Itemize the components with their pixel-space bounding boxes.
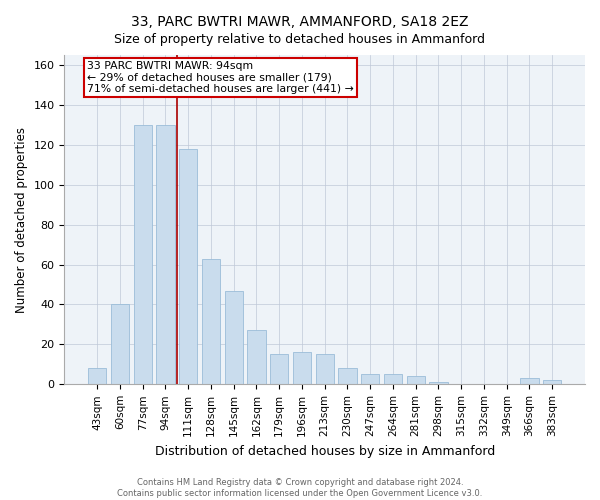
X-axis label: Distribution of detached houses by size in Ammanford: Distribution of detached houses by size … — [155, 444, 495, 458]
Bar — [270, 354, 288, 384]
Bar — [338, 368, 356, 384]
Bar — [430, 382, 448, 384]
Bar — [179, 149, 197, 384]
Bar — [407, 376, 425, 384]
Bar — [202, 258, 220, 384]
Bar — [134, 125, 152, 384]
Bar — [111, 304, 129, 384]
Bar — [247, 330, 266, 384]
Bar — [384, 374, 402, 384]
Bar — [88, 368, 106, 384]
Y-axis label: Number of detached properties: Number of detached properties — [15, 126, 28, 312]
Bar — [224, 290, 243, 384]
Text: 33 PARC BWTRI MAWR: 94sqm
← 29% of detached houses are smaller (179)
71% of semi: 33 PARC BWTRI MAWR: 94sqm ← 29% of detac… — [87, 61, 353, 94]
Text: Contains HM Land Registry data © Crown copyright and database right 2024.
Contai: Contains HM Land Registry data © Crown c… — [118, 478, 482, 498]
Text: 33, PARC BWTRI MAWR, AMMANFORD, SA18 2EZ: 33, PARC BWTRI MAWR, AMMANFORD, SA18 2EZ — [131, 15, 469, 29]
Bar — [293, 352, 311, 384]
Bar — [361, 374, 379, 384]
Bar — [316, 354, 334, 384]
Bar — [543, 380, 562, 384]
Text: Size of property relative to detached houses in Ammanford: Size of property relative to detached ho… — [115, 32, 485, 46]
Bar — [157, 125, 175, 384]
Bar — [520, 378, 539, 384]
